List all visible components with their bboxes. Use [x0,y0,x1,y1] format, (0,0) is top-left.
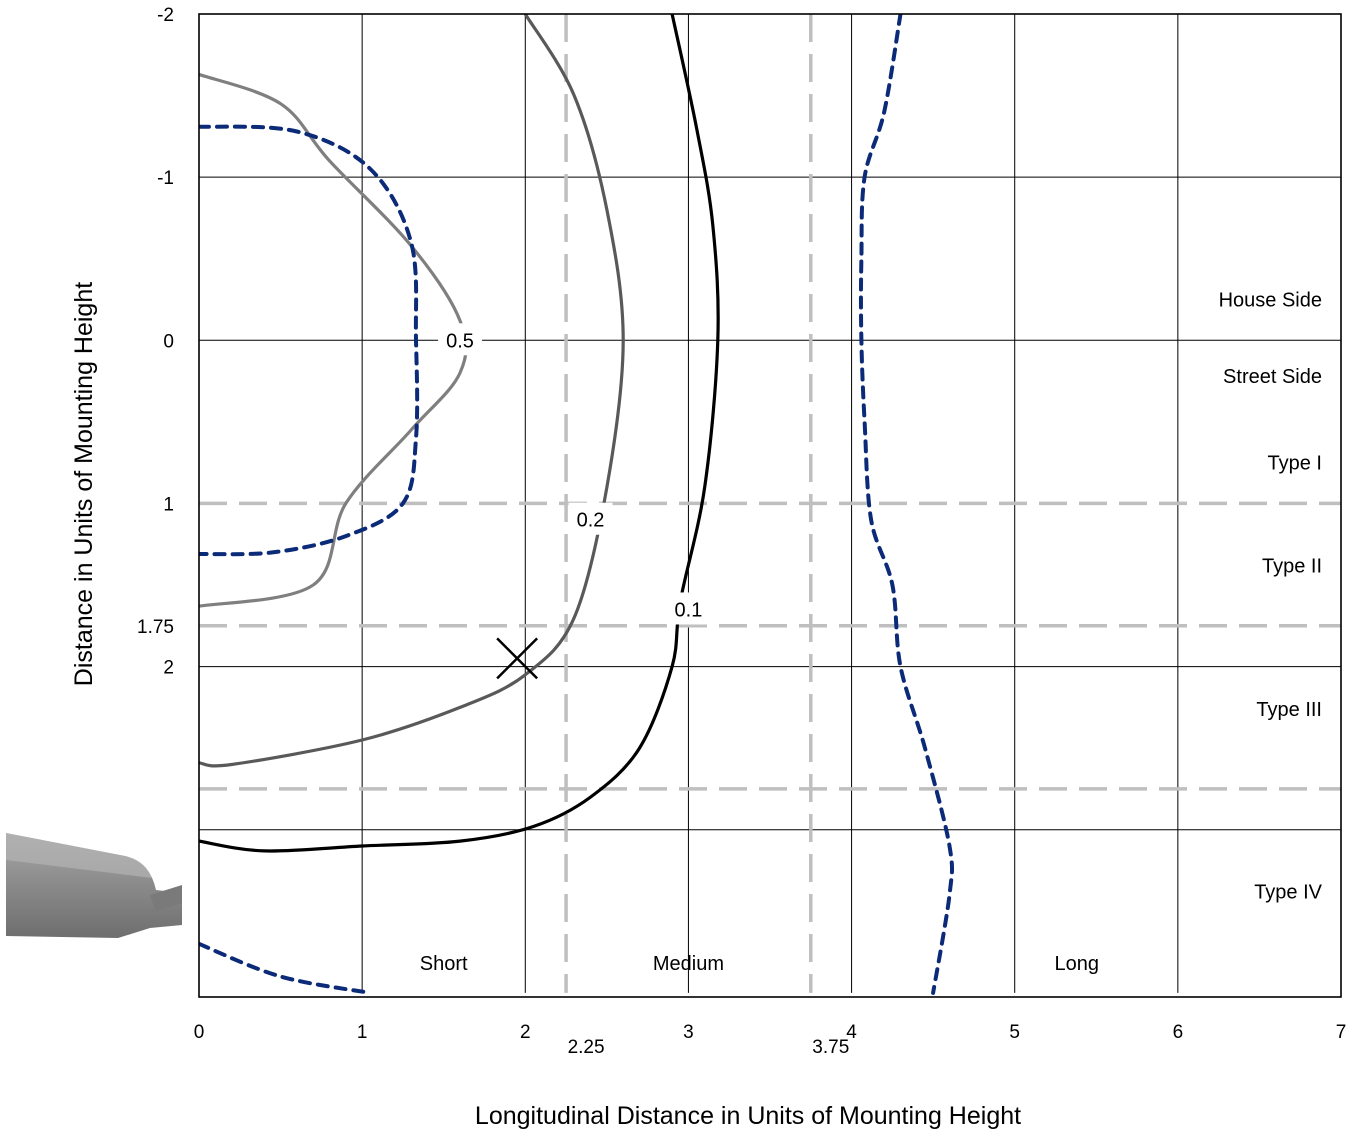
x-marker [496,637,539,680]
range-label: Short [420,953,468,975]
zone-label: House Side [1219,290,1322,312]
y-axis-title: Distance in Units of Mounting Height [70,282,98,686]
x-extra-tick-label: 2.25 [568,1037,605,1058]
series-line-dashed-5 [199,941,373,995]
x-tick-label: 3 [683,1022,694,1043]
y-tick-label: 0 [163,331,174,352]
markers [496,637,539,680]
y-tick-label: -1 [157,168,174,189]
y-tick-label: 1 [163,494,174,515]
x-tick-label: 4 [846,1022,857,1043]
zone-label: Street Side [1223,366,1322,388]
x-tick-label: 6 [1173,1022,1184,1043]
series-line-0-1 [199,14,720,853]
x-tick-label: 7 [1336,1022,1347,1043]
plot-frame [198,13,1342,998]
zone-label: Type II [1262,555,1322,577]
luminaire-image [6,833,182,938]
contour-label: 0.1 [675,599,703,621]
y-tick-label: 2 [163,658,174,679]
y-tick-label: -2 [157,5,174,26]
x-extra-tick-label: 3.75 [812,1037,849,1058]
contour-label-bg [666,592,711,625]
contour-label-bg [568,502,613,535]
range-label: Long [1054,953,1099,975]
y-tick-label: 1.75 [137,617,174,638]
contour-label-bg [438,323,483,356]
x-tick-label: 0 [194,1022,205,1043]
series-line-dashed-4 [858,14,955,995]
tick-labels: 0 1 2 3 4 5 6 7 2.25 3.75 -2 -1 0 1 1.75 2 [137,5,1346,1058]
zone-label: Type III [1256,699,1322,721]
contour-label: 0.2 [577,510,605,532]
zone-label: Type IV [1254,882,1322,904]
classification-boundaries [199,14,1341,993]
series-line-dashed-3 [199,124,420,557]
zone-labels: House Side Street Side Type I Type II Type I… [420,290,1323,976]
x-axis-title: Longitudinal Distance in Units of Mounti… [475,1102,1021,1130]
x-tick-label: 5 [1009,1022,1020,1043]
series-line-0-2 [199,14,625,768]
range-label: Medium [653,953,724,975]
contour-labels: 0.5 0.2 0.1 [438,323,711,625]
x-tick-label: 1 [357,1022,368,1043]
x-tick-label: 2 [520,1022,531,1043]
zone-label: Type I [1268,453,1322,475]
contour-label: 0.5 [446,330,474,352]
